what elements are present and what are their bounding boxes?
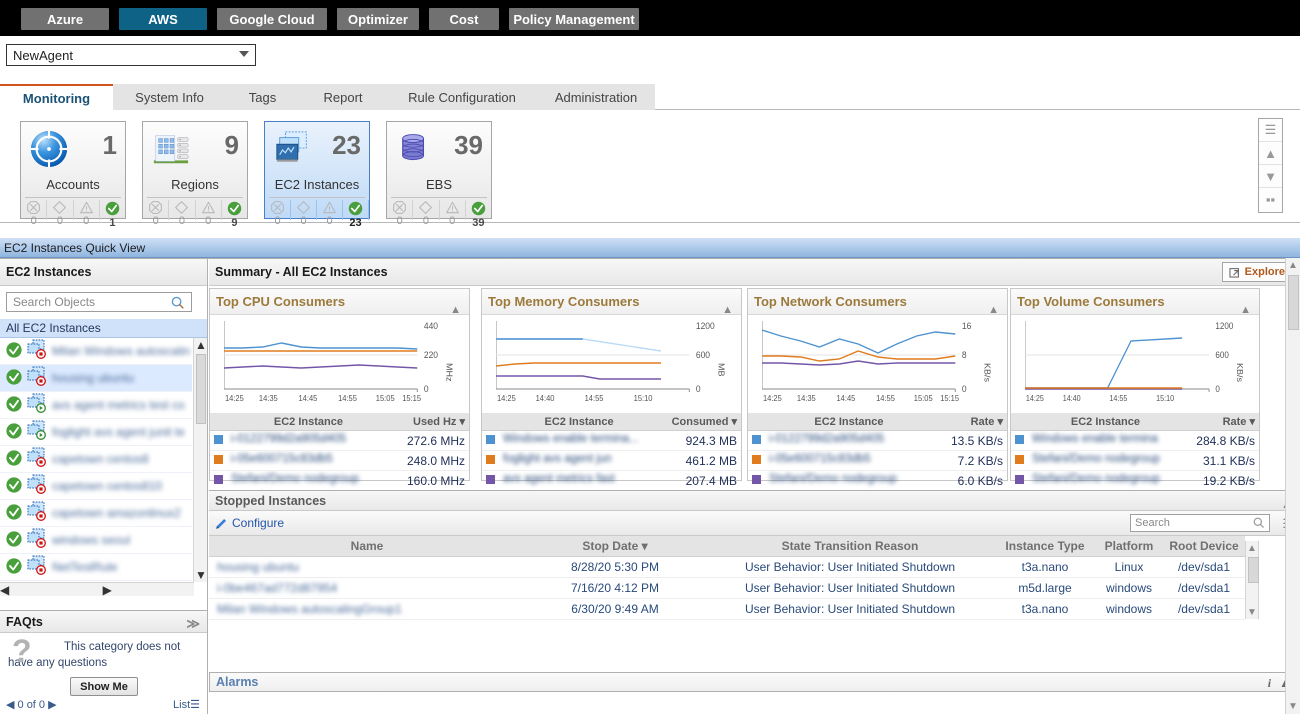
svg-text:KB/s: KB/s bbox=[1235, 363, 1244, 382]
svg-text:14:25: 14:25 bbox=[1026, 394, 1044, 403]
svg-text:15:15: 15:15 bbox=[402, 394, 421, 403]
svg-text:15:15: 15:15 bbox=[940, 394, 959, 403]
svg-text:15:05: 15:05 bbox=[914, 394, 933, 403]
svg-text:0: 0 bbox=[962, 384, 967, 394]
svg-text:MHz: MHz bbox=[445, 363, 455, 381]
svg-text:0: 0 bbox=[696, 384, 701, 394]
svg-text:600: 600 bbox=[1215, 350, 1229, 361]
svg-text:15:05: 15:05 bbox=[376, 394, 395, 403]
svg-text:14:25: 14:25 bbox=[225, 394, 244, 403]
svg-text:MB: MB bbox=[717, 363, 727, 377]
svg-text:0: 0 bbox=[1215, 384, 1220, 395]
svg-text:600: 600 bbox=[696, 350, 710, 360]
svg-text:440: 440 bbox=[424, 321, 438, 331]
svg-text:14:45: 14:45 bbox=[298, 394, 317, 403]
svg-text:14:40: 14:40 bbox=[536, 394, 556, 403]
svg-text:220: 220 bbox=[424, 350, 438, 360]
svg-text:14:55: 14:55 bbox=[338, 394, 357, 403]
svg-text:1200: 1200 bbox=[696, 321, 715, 331]
svg-text:14:45: 14:45 bbox=[836, 394, 855, 403]
svg-text:14:25: 14:25 bbox=[763, 394, 782, 403]
svg-text:1200: 1200 bbox=[1215, 321, 1233, 331]
svg-text:KB/s: KB/s bbox=[983, 363, 993, 383]
svg-text:15:10: 15:10 bbox=[634, 394, 654, 403]
svg-text:0: 0 bbox=[424, 384, 429, 394]
svg-text:14:35: 14:35 bbox=[259, 394, 278, 403]
svg-text:14:55: 14:55 bbox=[876, 394, 895, 403]
svg-text:15:10: 15:10 bbox=[1156, 394, 1174, 403]
svg-text:14:40: 14:40 bbox=[1063, 394, 1081, 403]
svg-text:14:35: 14:35 bbox=[797, 394, 816, 403]
svg-text:14:25: 14:25 bbox=[497, 394, 516, 403]
svg-text:14:55: 14:55 bbox=[585, 394, 604, 403]
svg-text:14:55: 14:55 bbox=[1109, 394, 1127, 403]
svg-text:8: 8 bbox=[962, 350, 967, 360]
svg-text:16: 16 bbox=[962, 321, 972, 331]
